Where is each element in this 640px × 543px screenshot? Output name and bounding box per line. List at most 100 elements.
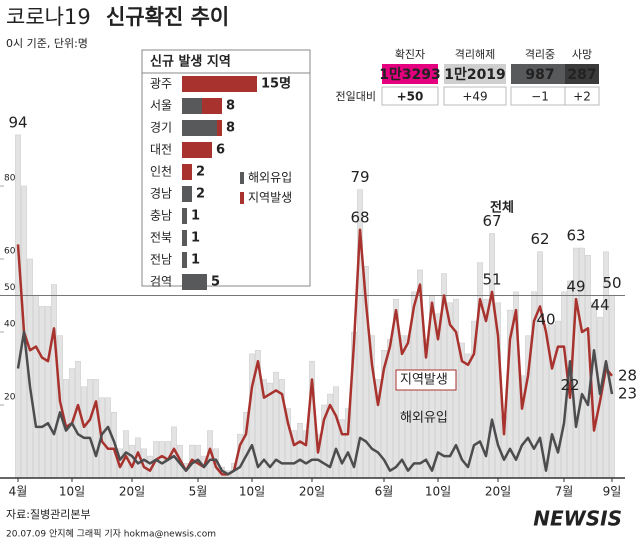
region-total: 2 xyxy=(196,165,205,180)
region-label: 광주 xyxy=(150,77,172,91)
region-total: 8 xyxy=(226,121,235,136)
region-total: 1 xyxy=(191,231,200,246)
bar xyxy=(555,320,561,479)
data-label: 23 xyxy=(618,385,637,403)
legend-swatch xyxy=(240,172,244,184)
region-label: 경남 xyxy=(150,187,172,201)
change-box xyxy=(564,86,600,106)
legend-label: 해외유입 xyxy=(248,171,292,185)
legend-label: 지역발생 xyxy=(248,191,292,205)
series-label: 지역발생 xyxy=(400,373,448,388)
series-label: 해외유입 xyxy=(400,411,448,426)
region-bar xyxy=(182,252,187,268)
change-box xyxy=(381,86,439,106)
summary-box xyxy=(382,64,438,84)
summary-total: 987 xyxy=(525,67,554,83)
region-total: 8 xyxy=(226,99,235,114)
legend-swatch xyxy=(240,192,244,204)
summary-header: 격리해제 xyxy=(455,47,495,61)
data-label: 63 xyxy=(566,227,585,245)
region-label: 서울 xyxy=(150,99,172,113)
region-bar xyxy=(182,142,212,158)
bar xyxy=(333,386,339,479)
region-bar xyxy=(182,164,192,180)
region-label: 전남 xyxy=(150,253,172,267)
y-tick-label: 60 xyxy=(4,247,16,257)
region-label: 인천 xyxy=(150,164,172,179)
summary-box xyxy=(565,64,599,84)
summary-box xyxy=(444,64,506,84)
x-tick-label: 10일 xyxy=(425,485,451,499)
data-label: 44 xyxy=(590,296,609,314)
region-label: 경기 xyxy=(150,121,172,135)
region-total: 1 xyxy=(191,253,200,268)
region-total: 15명 xyxy=(261,76,291,92)
data-label: 62 xyxy=(530,230,549,248)
data-label: 67 xyxy=(482,212,501,230)
region-total: 6 xyxy=(216,143,225,158)
bar xyxy=(249,353,255,479)
summary-change: +2 xyxy=(573,90,591,104)
change-label: 전일대비 xyxy=(336,89,376,103)
bar xyxy=(105,397,111,479)
region-title: 신규 발생 지역 xyxy=(150,54,231,70)
data-label: 94 xyxy=(8,113,27,131)
region-bar xyxy=(182,186,192,202)
bar xyxy=(159,441,165,479)
summary-total: 287 xyxy=(567,67,596,83)
subtitle: 0시 기준, 단위:명 xyxy=(6,37,88,50)
x-tick-label: 10일 xyxy=(239,485,265,499)
line xyxy=(16,228,613,476)
summary-box xyxy=(511,64,569,84)
region-total: 1 xyxy=(191,209,200,224)
bar xyxy=(81,386,87,479)
bar xyxy=(15,134,21,479)
region-label: 전북 xyxy=(150,231,172,245)
x-tick-label: 20일 xyxy=(299,485,325,499)
bar xyxy=(297,423,303,479)
region-bar xyxy=(182,208,187,224)
y-tick-label: 80 xyxy=(4,174,16,184)
bar xyxy=(423,339,429,479)
summary-header: 확진자 xyxy=(395,48,425,61)
series-label: 전체 xyxy=(490,200,514,216)
x-tick-label: 7월 xyxy=(555,485,574,499)
plot: 20 40 50 60 80 4월 10일 20일 5월 10일 20일 6월 10일 20일 7월 9일 94… xyxy=(0,113,637,499)
summary-change: −1 xyxy=(531,90,549,104)
bar xyxy=(51,284,57,479)
x-tick-label: 5월 xyxy=(189,485,208,499)
region-label: 검역 xyxy=(150,275,172,289)
annotation-box xyxy=(395,369,457,391)
x-tick-label: 9일 xyxy=(603,485,622,499)
summary-total: 1만2019 xyxy=(444,67,506,83)
change-box xyxy=(443,86,507,106)
data-label: 50 xyxy=(602,274,621,292)
x-tick-label: 20일 xyxy=(485,485,511,499)
region-bar xyxy=(182,98,202,114)
bar xyxy=(75,360,81,479)
bar xyxy=(33,295,39,479)
credit: 20.07.09 안지혜 그래픽 기자 hokma@newsis.com xyxy=(6,528,216,540)
bar xyxy=(93,379,99,479)
bar xyxy=(387,339,393,479)
summary-header: 격리중 xyxy=(525,48,555,61)
data-label: 68 xyxy=(350,208,369,226)
region-label: 대전 xyxy=(150,143,172,157)
region-bar xyxy=(182,76,257,92)
bar xyxy=(399,335,405,479)
summary-change: +49 xyxy=(462,90,487,104)
x-tick-label: 6월 xyxy=(375,485,394,499)
source: 자료:질병관리본부 xyxy=(6,508,91,521)
summary-change: +50 xyxy=(397,90,424,104)
x-tick-label: 4월 xyxy=(9,485,28,499)
region-bar xyxy=(202,98,222,114)
bar xyxy=(405,335,411,479)
x-tick-label: 10일 xyxy=(59,485,85,499)
data-label: 40 xyxy=(536,311,555,329)
data-label: 51 xyxy=(482,270,501,288)
line xyxy=(16,330,614,476)
bar xyxy=(549,324,555,479)
x-tick-label: 20일 xyxy=(119,485,145,499)
